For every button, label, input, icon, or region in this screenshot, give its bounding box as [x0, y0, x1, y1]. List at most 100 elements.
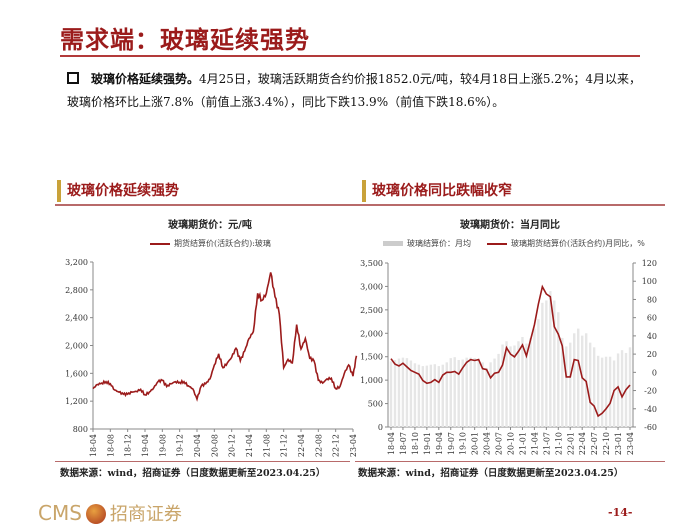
x-tick-label: 18-12 [124, 434, 133, 457]
bar-monthly-avg [521, 337, 524, 427]
bar-monthly-avg [405, 358, 409, 427]
square-bullet-icon [67, 72, 79, 84]
bar-monthly-avg [445, 362, 448, 427]
bar-monthly-avg [389, 361, 393, 427]
bar-monthly-avg [588, 342, 592, 427]
y-tick-label-right: 0 [652, 368, 657, 377]
section-header-left: 玻璃价格延续强势 [57, 180, 179, 202]
bar-monthly-avg [577, 328, 580, 427]
x-tick-label: 23-04 [626, 432, 635, 455]
price-series-line [92, 272, 358, 402]
y-tick-label-left: 2,500 [360, 306, 383, 315]
bullet-lead: 玻璃价格延续强势。 [91, 72, 200, 86]
y-tick-label-left: 3,500 [360, 259, 383, 268]
x-tick-label: 23-04 [349, 434, 358, 457]
x-tick-label: 20-08 [210, 434, 219, 457]
bar-monthly-avg [557, 312, 560, 427]
bar-monthly-avg [457, 359, 460, 427]
y-tick-label-left: 2,000 [360, 329, 383, 338]
x-tick-label: 18-04 [89, 434, 98, 457]
x-tick-label: 22-04 [578, 432, 587, 455]
legend-label: 期货结算价(活跃合约):玻璃 [174, 239, 271, 248]
bar-monthly-avg [505, 341, 508, 427]
bullet-text: 4月25日，玻璃活跃期货合约价报1852.0元/吨，较4月18日上涨5.2%；4… [67, 72, 641, 109]
x-tick-label: 22-04 [297, 434, 306, 457]
y-tick-label-right: 80 [647, 295, 657, 304]
chart-title-left: 玻璃期货价：元/吨 [168, 220, 252, 231]
y-tick-label-right: -20 [644, 387, 657, 396]
bar-monthly-avg [485, 367, 488, 427]
source-note-left: 数据来源：wind，招商证券（日度数据更新至2023.04.25） [60, 468, 326, 479]
logo-text: CMS [38, 501, 82, 525]
y-tick-label-right: -40 [644, 405, 657, 414]
x-tick-label: 21-12 [280, 434, 289, 457]
x-tick-label: 21-04 [530, 432, 539, 455]
bar-monthly-avg [429, 364, 433, 427]
bar-monthly-avg [465, 357, 468, 427]
bar-monthly-avg [425, 365, 429, 427]
bar-monthly-avg [393, 359, 397, 427]
x-tick-label: 20-04 [483, 432, 492, 455]
section-divider [55, 204, 665, 206]
bar-monthly-avg [525, 343, 528, 427]
x-tick-label: 20-07 [495, 432, 504, 455]
y-tick-label-left: 1,500 [360, 353, 383, 362]
bar-monthly-avg [481, 362, 484, 427]
bar-monthly-avg [477, 360, 480, 427]
bar-monthly-avg [493, 358, 496, 427]
y-tick-label-left: 0 [378, 423, 383, 432]
x-tick-label: 20-10 [507, 432, 516, 455]
bar-monthly-avg [433, 364, 437, 427]
bar-monthly-avg [401, 357, 405, 427]
x-tick-label: 23-01 [614, 432, 623, 455]
bar-monthly-avg [600, 357, 604, 427]
bar-monthly-avg [497, 353, 500, 427]
bar-monthly-avg [612, 360, 616, 427]
bar-monthly-avg [584, 333, 588, 427]
bar-monthly-avg [596, 355, 600, 427]
y-tick-label: 2,400 [65, 314, 88, 323]
cms-logo: CMS 招商证券 [38, 500, 182, 525]
bar-monthly-avg [620, 350, 624, 427]
x-tick-label: 18-07 [399, 432, 408, 455]
x-tick-label: 22-12 [332, 434, 341, 457]
y-tick-label-left: 1,000 [360, 376, 383, 385]
bar-monthly-avg [513, 345, 516, 427]
y-tick-label-left: 500 [368, 400, 383, 409]
bar-monthly-avg [417, 364, 421, 427]
y-tick-label: 3,200 [65, 258, 88, 267]
bar-monthly-avg [561, 337, 564, 427]
x-tick-label: 21-10 [554, 432, 563, 455]
bar-monthly-avg [509, 346, 512, 427]
y-tick-label: 800 [73, 425, 88, 434]
y-tick-label-right: 20 [647, 350, 657, 359]
bullet-paragraph: 玻璃价格延续强势。4月25日，玻璃活跃期货合约价报1852.0元/吨，较4月18… [67, 68, 647, 114]
title-divider [60, 55, 640, 57]
logo-emblem-icon [85, 504, 106, 524]
y-tick-label-right: 100 [642, 277, 657, 286]
x-tick-label: 18-10 [411, 432, 420, 455]
page-number: -14- [608, 506, 633, 519]
x-tick-label: 18-08 [106, 434, 115, 457]
bar-monthly-avg [437, 366, 440, 427]
x-tick-label: 18-04 [387, 432, 396, 455]
x-tick-label: 21-01 [518, 432, 527, 455]
bar-monthly-avg [473, 358, 476, 427]
legend-label-bar: 玻璃结算价：月均 [407, 239, 471, 248]
bar-monthly-avg [461, 359, 464, 427]
yoy-series-line [390, 284, 631, 418]
bar-monthly-avg [569, 342, 572, 427]
bar-monthly-avg [565, 346, 568, 427]
bar-monthly-avg [489, 362, 492, 427]
legend-right: 玻璃结算价：月均 玻璃期货结算价(活跃合约)月同比，% [383, 238, 645, 249]
bar-monthly-avg [608, 356, 612, 427]
x-tick-label: 19-10 [459, 432, 468, 455]
x-tick-label: 20-04 [193, 434, 202, 457]
bar-monthly-avg [549, 291, 552, 427]
x-tick-label: 22-08 [314, 434, 323, 457]
x-tick-label: 21-08 [262, 434, 271, 457]
x-tick-label: 22-01 [566, 432, 575, 455]
x-tick-label: 21-04 [245, 434, 254, 457]
legend-line-swatch [487, 242, 507, 245]
